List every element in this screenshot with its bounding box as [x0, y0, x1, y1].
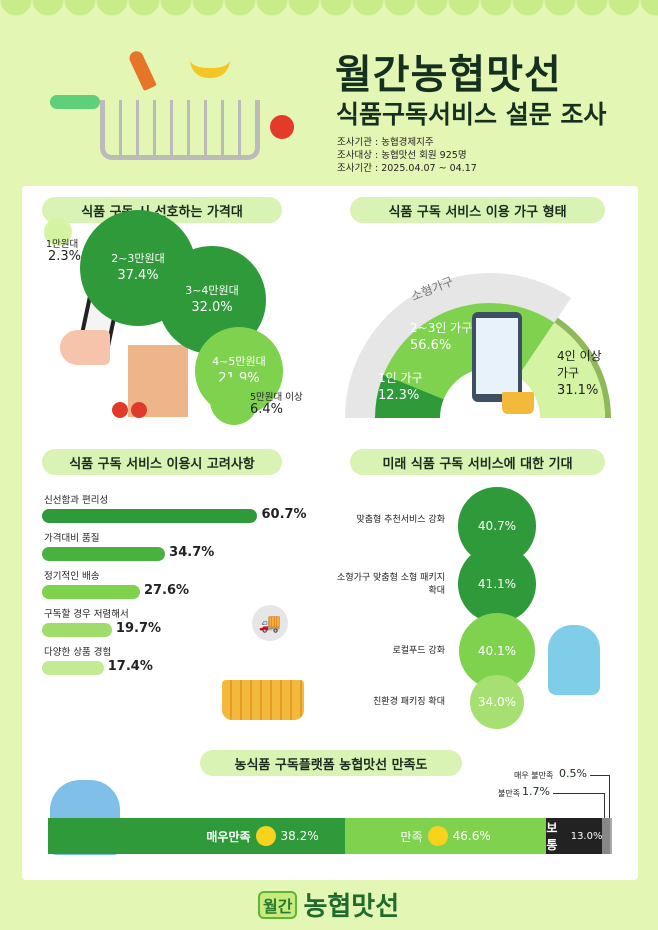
household-value: 56.6% — [410, 337, 452, 353]
segment-category: 불만족 — [498, 789, 521, 798]
expectation-category: 맞춤형 추천서비스 강화 — [356, 515, 445, 525]
household-value: 12.3% — [378, 387, 420, 403]
expectation-category: 로컬푸드 강화 — [392, 646, 445, 656]
phone-shopper-illustration — [472, 312, 522, 402]
satisfaction-segment: 만족 46.6% — [345, 818, 547, 854]
segment-value: 46.6% — [452, 829, 491, 843]
bar-value: 34.7% — [169, 545, 215, 560]
tomato-icon — [131, 402, 147, 418]
smile-icon — [427, 826, 448, 846]
household-label: 4인 이상 가구 31.1% — [557, 348, 607, 400]
segment-value: 1.7% — [522, 785, 550, 798]
bar-value: 27.6% — [143, 583, 190, 598]
expectation-bubble: 34.0% — [469, 674, 525, 730]
bubble-category: 5만원대 이상 — [250, 392, 303, 403]
bar-value: 19.7% — [115, 621, 162, 636]
expectation-bubble: 40.7% — [458, 487, 536, 565]
bar-category: 가격대비 품질 — [44, 533, 100, 544]
expectation-bubble: 41.1% — [457, 544, 537, 624]
price-bubble — [43, 217, 73, 247]
satisfaction-segment — [602, 818, 610, 854]
household-category: 1인 가구 — [378, 371, 423, 385]
logo-badge: 월간 — [258, 890, 298, 919]
small-household-ring — [345, 273, 572, 418]
household-chart-title: 식품 구독 서비스 이용 가구 형태 — [350, 197, 605, 223]
price-chart-title: 식품 구독 시 선호하는 가격대 — [42, 197, 282, 223]
household-segment — [517, 322, 605, 418]
leader-line — [590, 775, 610, 818]
phone-hand-illustration — [60, 292, 130, 365]
satisfaction-segment: 보통 13.0% — [546, 818, 603, 854]
household-label: 2~3인 가구 56.6% — [410, 320, 472, 355]
bar — [42, 547, 166, 561]
bubble-value: 6.4% — [250, 402, 284, 417]
satisfaction-chart-title: 농식품 구독플랫폼 농협맛선 만족도 — [200, 750, 462, 776]
bubble-value: 32.0% — [191, 299, 233, 315]
scallop-border — [0, 0, 658, 22]
future-chart-title: 미래 식품 구독 서비스에 대한 기대 — [350, 449, 605, 475]
bar — [42, 661, 104, 675]
bar-category: 다양한 상품 경험 — [44, 647, 112, 658]
household-category: 4인 이상 가구 — [557, 349, 602, 380]
leader-line — [553, 793, 605, 818]
bubble-value: 2.3% — [48, 249, 82, 264]
segment-value: 0.5% — [559, 767, 587, 780]
bar — [42, 585, 140, 599]
bubble-category: 4~5만원대 — [212, 355, 266, 369]
bar-value: 60.7% — [261, 507, 307, 522]
segment-value: 38.2% — [280, 829, 319, 843]
page-subtitle: 식품구독서비스 설문 조사 — [336, 100, 607, 129]
survey-period: 조사기간 : 2025.04.07 ~ 04.17 — [337, 163, 477, 174]
satisfaction-segment — [609, 818, 612, 854]
satisfaction-segment: 매우만족 38.2% — [180, 818, 346, 854]
household-label: 1인 가구 12.3% — [378, 370, 423, 405]
household-segment — [375, 374, 444, 418]
bar — [42, 509, 258, 523]
bar — [42, 623, 112, 637]
household-value: 31.1% — [557, 382, 599, 398]
price-bubble — [209, 376, 259, 426]
food-basket-illustration — [222, 680, 304, 720]
bubble-category: 3~4만원대 — [185, 284, 239, 298]
basket-icon — [502, 392, 534, 414]
smile-icon — [255, 826, 276, 846]
survey-target: 조사대상 : 농협맛선 회원 925명 — [337, 150, 467, 161]
bar-category: 구독할 경우 저렴해서 — [44, 609, 129, 620]
bubble-category: 2~3만원대 — [111, 252, 165, 266]
shopper-illustration — [548, 625, 600, 695]
bar-category: 정기적인 배송 — [44, 571, 100, 582]
bar-category: 신선함과 편리성 — [44, 495, 109, 506]
segment-value: 13.0% — [570, 830, 603, 842]
tomato-icon — [112, 402, 128, 418]
segment-category: 매우만족 — [206, 829, 251, 844]
grocery-cart-illustration — [40, 40, 300, 170]
survey-org: 조사기관 : 농협경제지주 — [337, 137, 434, 148]
segment-category: 보통 — [546, 821, 558, 852]
large-household-ring — [554, 317, 611, 418]
delivery-truck-icon: 🚚 — [252, 605, 288, 641]
logo-text: 농협맛선 — [303, 892, 400, 922]
considerations-chart-title: 식품 구독 서비스 이용시 고려사항 — [42, 449, 282, 475]
bubble-category: 1만원대 — [46, 239, 79, 250]
segment-category: 매우 불만족 — [514, 771, 554, 780]
bubble-value: 37.4% — [117, 267, 159, 283]
expectation-category: 친환경 패키징 확대 — [373, 697, 445, 707]
satisfaction-bar-lead — [48, 818, 180, 854]
expectation-category: 소형가구 맞춤형 소형 패키지 확대 — [337, 573, 445, 596]
page-title: 월간농협맛선 — [335, 52, 562, 98]
bar-value: 17.4% — [107, 659, 153, 674]
segment-category: 만족 — [400, 829, 423, 844]
footer-logo: 월간 농협맛선 — [258, 886, 399, 923]
household-category: 2~3인 가구 — [410, 321, 473, 335]
